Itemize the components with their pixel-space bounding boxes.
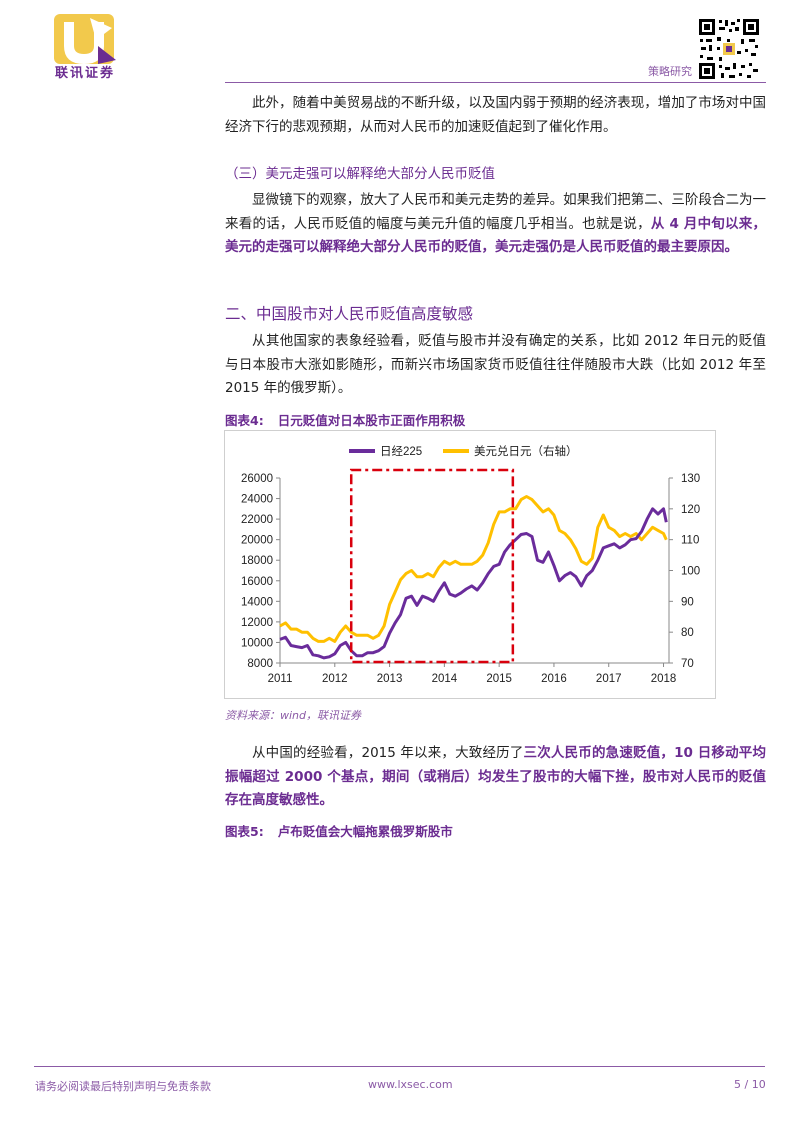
series-line-nikkei — [279, 507, 668, 660]
figure4-caption: 日元贬值对日本股市正面作用积极 — [277, 413, 466, 428]
y-right-tick-label: 110 — [681, 535, 699, 547]
footer-website[interactable]: www.lxsec.com — [368, 1078, 453, 1091]
x-tick-label: 2015 — [486, 673, 512, 685]
figure4-title: 图表4: 日元贬值对日本股市正面作用积极 — [225, 410, 479, 429]
y-right-tick-label: 80 — [681, 627, 694, 639]
legend-label-nikkei: 日经225 — [380, 445, 422, 458]
footer-disclaimer: 请务必阅读最后特别声明与免责条款 — [35, 1080, 211, 1093]
x-tick-label: 2012 — [322, 673, 348, 685]
series-line-usdjpy — [279, 495, 668, 643]
y-right-tick-label: 130 — [681, 473, 700, 485]
y-left-tick-label: 26000 — [241, 473, 273, 485]
y-left-tick-label: 22000 — [241, 514, 273, 526]
chart-svg: 日经225 美元兑日元（右轴） 8000 10000 12000 14000 16000… — [241, 444, 700, 685]
chart-legend: 日经225 美元兑日元（右轴） — [349, 444, 578, 458]
logo-text: 联讯证券 — [55, 66, 116, 81]
chart-nikkei-usdjpy: 日经225 美元兑日元（右轴） 8000 10000 12000 14000 16000… — [224, 430, 716, 699]
legend-label-usdjpy: 美元兑日元（右轴） — [474, 444, 578, 458]
x-tick-label: 2013 — [377, 673, 403, 685]
figure4-label: 图表4: — [225, 413, 264, 428]
footer-divider — [34, 1066, 765, 1067]
y-right-tick-label: 90 — [681, 596, 694, 608]
paragraph-trade-war: 此外，随着中美贸易战的不断升级，以及国内弱于预期的经济表现，增加了市场对中国经济… — [225, 95, 766, 135]
x-tick-label: 2016 — [541, 673, 567, 685]
header-section-label: 策略研究 — [648, 65, 692, 78]
paragraph-china-experience: 从中国的经验看，2015 年以来，大致经历了三次人民币的急速贬值，10 日移动平… — [225, 742, 766, 813]
paragraph-microscope-highlight: 从 4 月中旬以来，美元的走强可以解释绝大部分人民币的贬值，美元走强仍是人民币贬… — [225, 215, 767, 256]
y-left-tick-label: 8000 — [247, 658, 273, 670]
y-right-tick-label: 100 — [681, 566, 700, 578]
figure4-source: 资料来源：wind，联讯证券 — [225, 709, 362, 722]
highlight-box-devaluation-period — [349, 468, 515, 664]
paragraph-microscope: 显微镜下的观察，放大了人民币和美元走势的差异。如果我们把第二、三阶段合二为一来看… — [225, 189, 766, 260]
y-left-tick-label: 16000 — [241, 576, 273, 588]
x-tick-label: 2017 — [596, 673, 622, 685]
paragraph-other-countries: 从其他国家的表象经验看，贬值与股市并没有确定的关系，比如 2012 年日元的贬值… — [225, 333, 766, 396]
figure5-caption: 卢布贬值会大幅拖累俄罗斯股市 — [277, 824, 453, 839]
paragraph-china-highlight: 三次人民币的急速贬值，10 日移动平均振幅超过 2000 个基点，期间（或稍后）… — [225, 745, 766, 808]
y-left-tick-label: 18000 — [241, 555, 273, 567]
footer-page-number: 5 / 10 — [734, 1078, 766, 1091]
section-heading-stock-sensitivity: 二、中国股市对人民币贬值高度敏感 — [225, 305, 474, 323]
x-tick-label: 2011 — [268, 673, 293, 685]
x-tick-label: 2018 — [651, 673, 677, 685]
y-right-tick-label: 120 — [681, 504, 700, 516]
y-left-tick-label: 20000 — [241, 535, 273, 547]
qr-code — [697, 17, 761, 81]
figure5-label: 图表5: — [225, 824, 264, 839]
y-left-tick-label: 24000 — [241, 494, 273, 506]
y-left-tick-label: 10000 — [241, 637, 273, 649]
paragraph-china-text: 从中国的经验看，2015 年以来，大致经历了 — [252, 745, 524, 761]
x-tick-label: 2014 — [432, 673, 458, 685]
y-left-tick-label: 12000 — [241, 617, 273, 629]
header-divider — [225, 82, 766, 83]
y-left-tick-label: 14000 — [241, 596, 273, 608]
figure5-title: 图表5: 卢布贬值会大幅拖累俄罗斯股市 — [225, 821, 467, 840]
y-right-tick-label: 70 — [681, 658, 694, 670]
chart-axes: 8000 10000 12000 14000 16000 18000 20000 22000 2… — [241, 473, 700, 685]
company-logo — [54, 14, 116, 64]
page-header: 联讯证券 策略研究 — [0, 0, 800, 86]
chart-plot-area — [279, 468, 668, 664]
paragraph-microscope-text: 显微镜下的观察，放大了人民币和美元走势的差异。如果我们把第二、三阶段合二为一来看… — [225, 192, 766, 232]
subheading-usd-strength: （三）美元走强可以解释绝大部分人民币贬值 — [225, 166, 495, 182]
